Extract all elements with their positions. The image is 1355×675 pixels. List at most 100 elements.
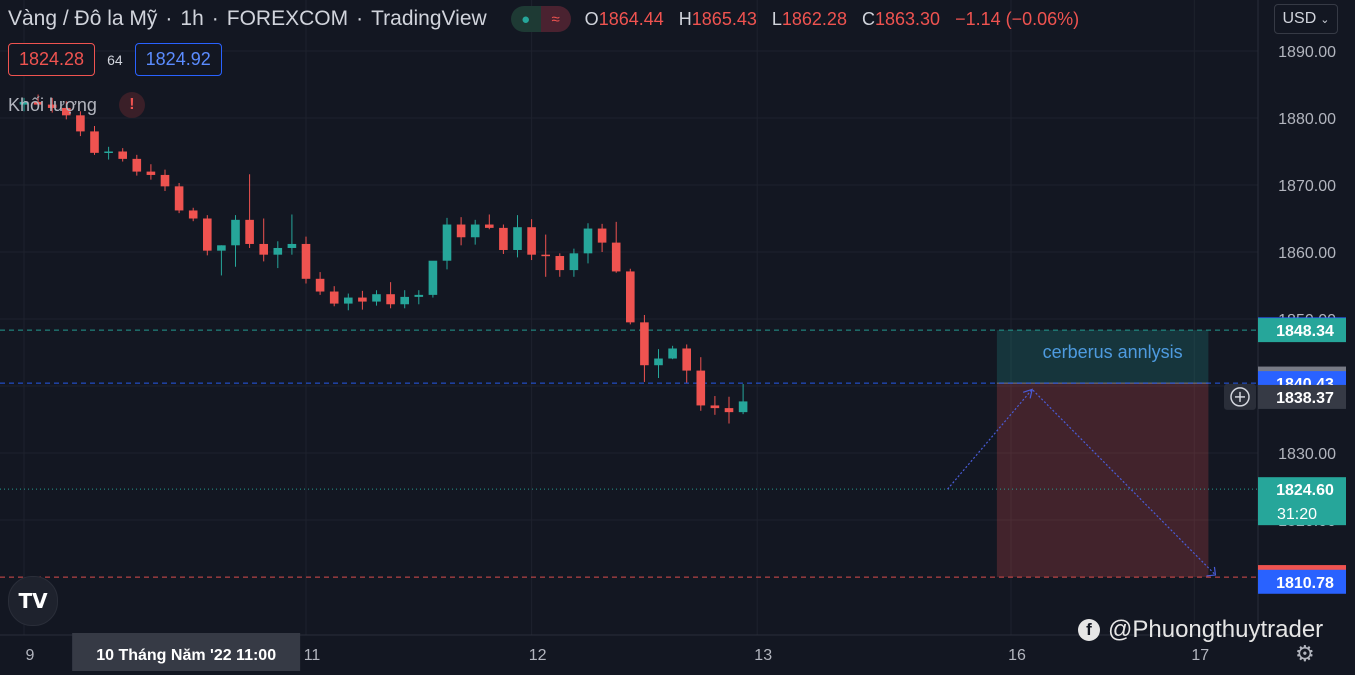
candle-body xyxy=(640,322,649,366)
candle-body xyxy=(682,348,691,371)
candle-body xyxy=(541,254,550,257)
price-tag-label: 1848.34 xyxy=(1276,323,1334,340)
currency-dropdown[interactable]: USD ⌄ xyxy=(1274,4,1338,34)
sell-button[interactable]: 1824.28 xyxy=(8,43,96,76)
price-tag-label: 1838.37 xyxy=(1276,390,1334,407)
candle-body xyxy=(344,297,353,304)
target-zone xyxy=(996,330,1209,384)
time-tick-label: 16 xyxy=(1008,647,1026,664)
market-status-pills[interactable]: ● ≈ xyxy=(510,6,571,32)
time-tick-label: 11 xyxy=(304,647,321,664)
candle-body xyxy=(301,243,311,279)
candle-body xyxy=(611,242,621,272)
candle-body xyxy=(738,401,748,413)
candle-body xyxy=(668,348,677,359)
candle-body xyxy=(203,218,212,251)
close-value: 1863.30 xyxy=(874,8,941,29)
candle-body xyxy=(400,296,409,305)
chevron-down-icon: ⌄ xyxy=(1320,13,1330,26)
currency-label: USD xyxy=(1282,10,1317,27)
price-tag xyxy=(1258,569,1346,594)
price-tag xyxy=(1258,318,1346,343)
candle-body xyxy=(217,245,226,251)
candle-body xyxy=(583,228,593,254)
candle-body xyxy=(470,224,480,238)
candle-body xyxy=(231,219,240,246)
low-label: L xyxy=(771,8,782,29)
gear-icon[interactable]: ⚙ xyxy=(1295,641,1315,666)
projection-arrow xyxy=(947,388,1216,576)
watermark: f @Phuongthuytrader xyxy=(1078,616,1323,644)
time-tick-label: 12 xyxy=(529,647,547,664)
buy-button[interactable]: 1824.92 xyxy=(134,43,222,76)
candle-body xyxy=(626,271,635,323)
open-value: 1864.44 xyxy=(598,8,664,29)
chart-header: Vàng / Đô la Mỹ · 1h · FOREXCOM · Tradin… xyxy=(8,6,1079,32)
candle-body xyxy=(245,219,254,244)
crosshair-time-label: 10 Tháng Năm '22 11:00 xyxy=(96,647,276,664)
candle-body xyxy=(527,227,536,255)
volume-indicator[interactable]: Khối lượng ! xyxy=(8,92,145,118)
high-value: 1865.43 xyxy=(691,8,757,29)
candle-body xyxy=(329,291,339,304)
candle-body xyxy=(654,358,663,366)
warning-icon[interactable]: ! xyxy=(118,92,145,118)
facebook-icon: f xyxy=(1078,619,1100,641)
candle-body xyxy=(372,294,381,302)
price-tick-label: 1830.00 xyxy=(1278,446,1336,463)
open-label: O xyxy=(584,8,599,29)
candle-body xyxy=(174,186,184,211)
high-label: H xyxy=(678,8,692,29)
price-tag xyxy=(1258,477,1346,526)
candle-body xyxy=(442,224,452,261)
candle-body xyxy=(287,243,297,248)
candle-body xyxy=(104,151,113,153)
price-tag-label: 1824.60 xyxy=(1276,482,1334,499)
separator: · xyxy=(165,7,173,30)
candle-body xyxy=(76,115,85,132)
tradingview-logo-icon[interactable]: TV xyxy=(8,576,58,626)
symbol-name[interactable]: Vàng / Đô la Mỹ xyxy=(8,7,158,30)
stop-zone xyxy=(996,383,1209,578)
countdown-label: 31:20 xyxy=(1277,506,1317,523)
candle-body xyxy=(33,101,43,105)
price-tag xyxy=(1258,384,1346,409)
candle-body xyxy=(724,408,734,413)
candle-body xyxy=(62,107,71,116)
candle-body xyxy=(19,101,29,105)
candle-body xyxy=(428,260,438,295)
time-tick-label: 17 xyxy=(1191,647,1209,664)
change-value: −1.14 (−0.06%) xyxy=(955,8,1080,29)
price-tag-label: 1810.78 xyxy=(1276,575,1334,592)
exchange: FOREXCOM xyxy=(226,7,349,30)
time-tick-label: 9 xyxy=(26,647,35,664)
plus-circle-icon[interactable] xyxy=(1230,387,1250,407)
candle-body xyxy=(118,151,127,159)
volume-label: Khối lượng xyxy=(8,94,97,115)
close-label: C xyxy=(861,8,875,29)
candle-body xyxy=(597,228,607,243)
candle-body xyxy=(513,227,522,250)
candle-body xyxy=(499,227,508,250)
separator: · xyxy=(211,7,219,30)
price-tick-label: 1880.00 xyxy=(1278,111,1336,128)
candle-body xyxy=(146,171,156,175)
interval[interactable]: 1h xyxy=(180,7,204,30)
market-open-dot-icon[interactable]: ● xyxy=(510,6,541,32)
candle-body xyxy=(710,405,720,409)
candle-body xyxy=(259,243,268,255)
candle-body xyxy=(188,210,198,219)
candle-body xyxy=(132,158,142,172)
spread-value: 64 xyxy=(107,51,123,68)
candle-body xyxy=(358,297,367,302)
candle-body xyxy=(696,370,706,406)
candle-body xyxy=(485,224,494,228)
candle-body xyxy=(555,256,565,271)
ohlc-values: O1864.44 H1865.43 L1862.28 C1863.30 −1.1… xyxy=(585,9,1080,30)
approx-icon[interactable]: ≈ xyxy=(540,6,571,32)
candle-body xyxy=(47,104,57,108)
source: TradingView xyxy=(371,7,487,30)
time-tick-label: 13 xyxy=(754,647,772,664)
